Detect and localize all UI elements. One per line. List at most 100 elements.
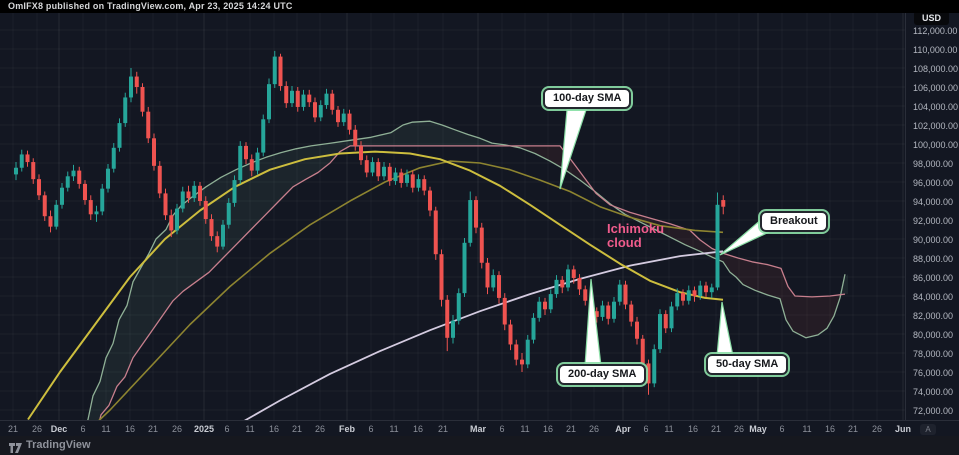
candle-body: [336, 109, 340, 123]
price-axis-label: 102,000.00: [913, 121, 959, 131]
price-axis-label: 78,000.00: [913, 349, 954, 359]
candle-body: [669, 306, 674, 329]
candle-body: [537, 301, 542, 318]
time-axis-label: 6: [643, 424, 649, 434]
callout-breakout[interactable]: Breakout: [760, 211, 828, 232]
price-axis-label: 96,000.00: [913, 178, 954, 188]
candle-body: [232, 180, 237, 203]
ichimoku-cloud-label-line1: Ichimoku: [607, 221, 665, 236]
candle-body: [267, 84, 271, 120]
time-axis-label: 21: [147, 424, 158, 434]
time-axis-label: 6: [368, 424, 374, 434]
sma100-line: [81, 160, 724, 436]
price-axis-label: 86,000.00: [913, 273, 954, 283]
candle-body: [238, 145, 243, 181]
time-axis-label: 2025: [193, 424, 215, 434]
time-axis-label: 16: [412, 424, 423, 434]
candle-body: [629, 304, 634, 322]
candle-body: [94, 211, 99, 215]
time-axis[interactable]: A 21 26 Dec 6 11 16 21 26 2025 6 11 16 21 26 Feb 6 11 16 2…: [0, 420, 959, 437]
tradingview-wordmark: TradingView: [26, 439, 91, 451]
candle-body: [387, 166, 392, 182]
candle-body: [169, 215, 174, 231]
candle-body: [198, 185, 202, 201]
time-axis-label: 26: [871, 424, 882, 434]
callout-100-day-sma[interactable]: 100-day SMA: [543, 88, 632, 109]
candle-body: [531, 317, 536, 340]
candle-body: [106, 168, 110, 189]
candle-body: [612, 301, 616, 319]
callout-tail: [559, 109, 587, 190]
candle-body: [721, 200, 726, 207]
candle-body: [301, 94, 306, 107]
candle-body: [25, 154, 30, 163]
time-axis-label: Jun: [894, 424, 911, 434]
price-axis-label: 84,000.00: [913, 292, 954, 302]
senkou_a-line: [81, 120, 846, 436]
candle-body: [422, 179, 427, 191]
price-axis[interactable]: USD 112,000.00 110,000.00 108,000.00 106,00…: [905, 11, 959, 420]
time-axis-label: 11: [389, 424, 399, 434]
candle-body: [19, 154, 24, 168]
candle-body: [520, 359, 524, 365]
price-axis-label: 104,000.00: [913, 102, 959, 112]
candle-body: [88, 200, 93, 215]
candle-body: [502, 297, 507, 325]
candle-body: [347, 113, 352, 130]
candle-body: [272, 56, 277, 85]
candle-body: [675, 293, 680, 307]
time-axis-label: 6: [224, 424, 230, 434]
candle-body: [157, 165, 162, 194]
candle-body: [577, 277, 582, 290]
price-axis-label: 112,000.00: [913, 26, 958, 36]
price-axis-label: 72,000.00: [913, 406, 954, 416]
time-axis-label: 6: [80, 424, 86, 434]
candle-body: [364, 160, 369, 173]
callout-100-day-sma-label: 100-day SMA: [553, 92, 622, 104]
time-axis-label: 11: [245, 424, 255, 434]
candle-body: [474, 200, 478, 228]
candle-body: [451, 320, 455, 338]
candle-body: [359, 145, 363, 161]
price-axis-label: 82,000.00: [913, 311, 954, 321]
candle-body: [83, 183, 87, 201]
candle-body: [640, 338, 645, 364]
time-axis-label: 26: [171, 424, 182, 434]
candle-body: [623, 284, 628, 305]
candle-body: [663, 314, 668, 329]
candle-body: [479, 227, 484, 263]
price-axis-label: 110,000.00: [913, 45, 958, 55]
price-axis-label: 98,000.00: [913, 159, 954, 169]
sma50-line: [27, 150, 724, 421]
candle-body: [255, 152, 260, 171]
time-axis-label: 21: [565, 424, 576, 434]
callout-breakout-label: Breakout: [770, 215, 818, 227]
price-axis-label: 76,000.00: [913, 368, 954, 378]
candle-body: [313, 102, 317, 118]
candle-body: [692, 290, 697, 296]
auto-scale-button[interactable]: A: [920, 424, 936, 435]
candle-body: [514, 344, 519, 360]
candle-body: [77, 170, 82, 184]
candle-body: [341, 113, 346, 123]
candle-body: [393, 172, 398, 182]
price-axis-label: 80,000.00: [913, 330, 954, 340]
candle-body: [566, 269, 570, 288]
callout-200-day-sma-label: 200-day SMA: [568, 368, 637, 380]
callout-tail: [584, 278, 602, 367]
price-chart-canvas[interactable]: [0, 0, 905, 436]
candles-layer: [14, 50, 726, 395]
price-axis-label: 92,000.00: [913, 216, 954, 226]
time-axis-label: 16: [268, 424, 279, 434]
callout-200-day-sma[interactable]: 200-day SMA: [558, 364, 647, 385]
time-axis-label: 11: [101, 424, 111, 434]
time-axis-label: 26: [314, 424, 325, 434]
candle-body: [698, 285, 703, 296]
callout-50-day-sma[interactable]: 50-day SMA: [706, 354, 789, 375]
time-axis-label: 21: [710, 424, 721, 434]
price-axis-label: 106,000.00: [913, 83, 959, 93]
candle-body: [439, 254, 444, 300]
candle-body: [65, 176, 70, 188]
candle-body: [100, 188, 105, 212]
currency-chip[interactable]: USD: [914, 11, 950, 25]
